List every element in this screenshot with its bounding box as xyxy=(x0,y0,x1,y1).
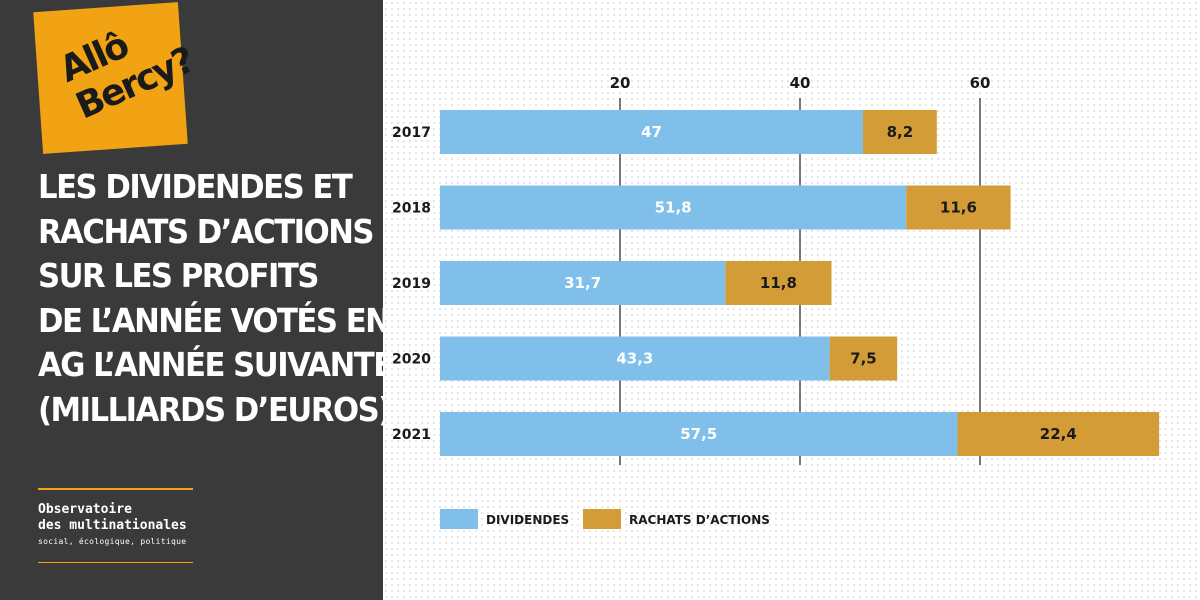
chart-title: LES DIVIDENDES ET RACHATS D’ACTIONS SUR … xyxy=(38,165,394,432)
bar-rachats xyxy=(906,185,1011,230)
logo: Allô Bercy? xyxy=(33,2,199,154)
data-label: 43,3 xyxy=(616,350,653,368)
title-line: LES DIVIDENDES ET xyxy=(38,167,353,206)
data-label: 22,4 xyxy=(1040,425,1077,443)
y-category-label: 2017 xyxy=(392,125,431,141)
y-category-label: 2018 xyxy=(392,201,431,217)
bar-rachats xyxy=(957,412,1160,456)
bar-rachats xyxy=(863,110,937,154)
data-label: 11,6 xyxy=(940,199,977,217)
title-line: (MILLIARDS D’EUROS) xyxy=(38,389,392,429)
bar-dividendes xyxy=(440,336,830,381)
org-tagline: social, écologique, politique xyxy=(38,537,187,546)
logo-text: Allô Bercy? xyxy=(54,4,200,127)
title-line: RACHATS D’ACTIONS xyxy=(38,211,375,251)
bar-dividendes xyxy=(440,185,907,230)
legend-swatch-rachats xyxy=(583,509,621,529)
title-line: SUR LES PROFITS xyxy=(38,256,319,295)
bar-dividendes xyxy=(440,261,726,305)
data-label: 11,8 xyxy=(760,274,797,292)
legend-label: RACHATS D’ACTIONS xyxy=(629,513,770,527)
x-tick-label: 20 xyxy=(610,74,631,92)
org-name-line-2: des multinationales xyxy=(38,518,187,533)
data-label: 47 xyxy=(641,123,662,141)
data-label: 51,8 xyxy=(655,199,692,217)
data-label: 7,5 xyxy=(850,350,877,368)
left-panel: Allô Bercy? LES DIVIDENDES ET RACHATS D’… xyxy=(0,0,394,600)
y-category-label: 2021 xyxy=(392,427,431,443)
x-tick-label: 60 xyxy=(970,74,991,92)
org-name-line-1: Observatoire xyxy=(38,502,132,517)
bar-rachats xyxy=(829,336,898,381)
separator-line xyxy=(38,488,193,490)
data-label: 57,5 xyxy=(680,425,717,443)
data-label: 31,7 xyxy=(564,274,601,292)
bar-dividendes xyxy=(440,110,863,154)
y-category-label: 2019 xyxy=(392,276,431,292)
bar-dividendes xyxy=(440,412,958,456)
title-line: AG L’ANNÉE SUIVANTE xyxy=(38,345,394,384)
legend-label: DIVIDENDES xyxy=(486,513,569,527)
legend-swatch-dividendes xyxy=(440,509,478,529)
bar-rachats xyxy=(725,261,832,305)
x-tick-label: 40 xyxy=(790,74,811,92)
y-category-label: 2020 xyxy=(392,352,431,368)
title-line: DE L’ANNÉE VOTÉS EN xyxy=(38,300,391,340)
data-label: 8,2 xyxy=(887,123,914,141)
chart: 20 40 60 2017 47 8,2 2018 51,8 11,6 2019 31,7 11,8… xyxy=(383,0,1200,600)
bottom-line xyxy=(38,562,193,563)
